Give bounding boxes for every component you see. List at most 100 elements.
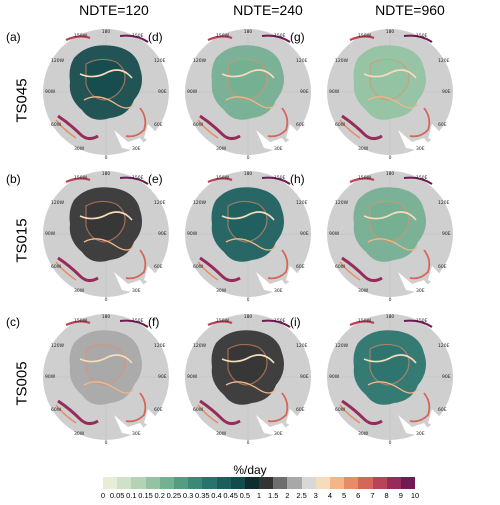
map-label-right: 90E [300, 231, 309, 237]
colorbar-swatch [400, 477, 416, 489]
map-label-top: 180 [102, 29, 111, 35]
map-label-150w: 150W [358, 33, 372, 39]
colorbar-swatch [131, 477, 146, 489]
map-label-bottom: 0 [247, 155, 250, 160]
map-label-right: 90E [158, 89, 167, 95]
map-label-30w: 30W [216, 431, 227, 437]
map-label-30e: 30E [274, 431, 283, 437]
colorbar-tick-label: 0.05 [109, 491, 125, 500]
map-label-120e: 120E [296, 200, 308, 206]
map-label-120w: 120W [51, 58, 65, 64]
colorbar-swatch [103, 477, 118, 489]
panel-label: (d) [148, 30, 163, 44]
map-label-right: 90E [300, 89, 309, 95]
map-label-120w: 120W [335, 58, 349, 64]
map-label-bottom: 0 [247, 297, 250, 302]
panel-label: (e) [148, 172, 163, 186]
map-label-150e: 150E [274, 33, 286, 39]
map-label-right: 90E [442, 374, 451, 380]
colorbar-tick-label: 2 [285, 491, 290, 500]
colorbar-swatch [259, 477, 274, 489]
map-label-120e: 120E [296, 58, 308, 64]
map-label-left: 90W [187, 374, 198, 380]
map-label-150w: 150W [74, 318, 88, 324]
map-label-120e: 120E [296, 343, 308, 349]
map-label-left: 90W [187, 89, 198, 95]
map-label-right: 90E [442, 89, 451, 95]
map-label-120w: 120W [51, 200, 65, 206]
map-label-60e: 60E [438, 407, 447, 413]
colorbar-swatch [230, 477, 245, 489]
map-label-150e: 150E [274, 175, 286, 181]
colorbar-swatch [315, 477, 330, 489]
map-label-30e: 30E [416, 146, 425, 152]
panel-label: (b) [6, 172, 21, 186]
map-panel: 180 0 90W 90E 150W 120W 150E 120E 60W 30… [36, 20, 176, 160]
map-label-bottom: 0 [389, 440, 392, 445]
map-label-60e: 60E [154, 407, 163, 413]
map-label-150w: 150W [216, 175, 230, 181]
map-label-top: 180 [386, 314, 395, 320]
map-label-30w: 30W [74, 431, 85, 437]
map-label-top: 180 [244, 314, 253, 320]
map-label-bottom: 0 [105, 297, 108, 302]
map-label-right: 90E [158, 374, 167, 380]
colorbar-swatch [145, 477, 160, 489]
map-label-left: 90W [187, 231, 198, 237]
map-label-150e: 150E [416, 175, 428, 181]
map-label-30e: 30E [274, 288, 283, 294]
colorbar-tick-label: 0.2 [154, 491, 165, 500]
colorbar-swatch [188, 477, 203, 489]
colorbar-swatch [159, 477, 174, 489]
colorbar-tick-label: 8 [384, 491, 389, 500]
map-label-30e: 30E [274, 146, 283, 152]
map-panel: 180 0 90W 90E 150W 120W 150E 120E 60W 30… [178, 305, 318, 445]
row-title-3: TS005 [13, 361, 31, 406]
map-label-left: 90W [329, 374, 340, 380]
map-label-right: 90E [300, 374, 309, 380]
panel-label: (c) [6, 315, 20, 329]
map-label-left: 90W [329, 231, 340, 237]
panel-label: (h) [290, 172, 305, 186]
map-label-60w: 60W [335, 122, 346, 128]
column-title-1: NDTE=120 [79, 2, 149, 18]
map-label-30w: 30W [216, 288, 227, 294]
colorbar-swatch [372, 477, 387, 489]
map-label-60w: 60W [51, 407, 62, 413]
colorbar-swatch [287, 477, 302, 489]
map-label-30e: 30E [132, 431, 141, 437]
map-label-30w: 30W [358, 146, 369, 152]
map-panel: 180 0 90W 90E 150W 120W 150E 120E 60W 30… [178, 20, 318, 160]
colorbar [103, 477, 416, 489]
map-label-60w: 60W [335, 407, 346, 413]
map-label-120w: 120W [51, 343, 65, 349]
colorbar-tick-label: 0.5 [239, 491, 251, 500]
colorbar-swatch [273, 477, 288, 489]
map-label-60e: 60E [154, 122, 163, 128]
colorbar-tick-label: 0.3 [182, 491, 194, 500]
map-label-150e: 150E [274, 318, 286, 324]
map-panel: 180 0 90W 90E 150W 120W 150E 120E 60W 30… [320, 305, 460, 445]
map-label-120w: 120W [335, 200, 349, 206]
map-label-bottom: 0 [389, 297, 392, 302]
map-label-150w: 150W [74, 175, 88, 181]
map-label-120e: 120E [438, 200, 450, 206]
map-label-left: 90W [45, 231, 56, 237]
colorbar-swatch [173, 477, 189, 489]
colorbar-swatch [344, 477, 359, 489]
map-label-60w: 60W [193, 122, 204, 128]
colorbar-tick-label: 0.45 [223, 491, 238, 500]
map-label-left: 90W [45, 374, 56, 380]
map-label-top: 180 [386, 29, 395, 35]
map-label-top: 180 [386, 171, 395, 177]
map-label-60e: 60E [438, 122, 447, 128]
row-title-2: TS015 [13, 218, 31, 263]
colorbar-swatch [358, 477, 373, 489]
map-panel: 180 0 90W 90E 150W 120W 150E 120E 60W 30… [320, 20, 460, 160]
map-label-150w: 150W [358, 175, 372, 181]
colorbar-tick-label: 0.15 [138, 491, 153, 500]
map-label-30w: 30W [216, 146, 227, 152]
map-panel: 180 0 90W 90E 150W 120W 150E 120E 60W 30… [320, 162, 460, 302]
map-label-120e: 120E [154, 200, 166, 206]
colorbar-swatch [117, 477, 132, 489]
